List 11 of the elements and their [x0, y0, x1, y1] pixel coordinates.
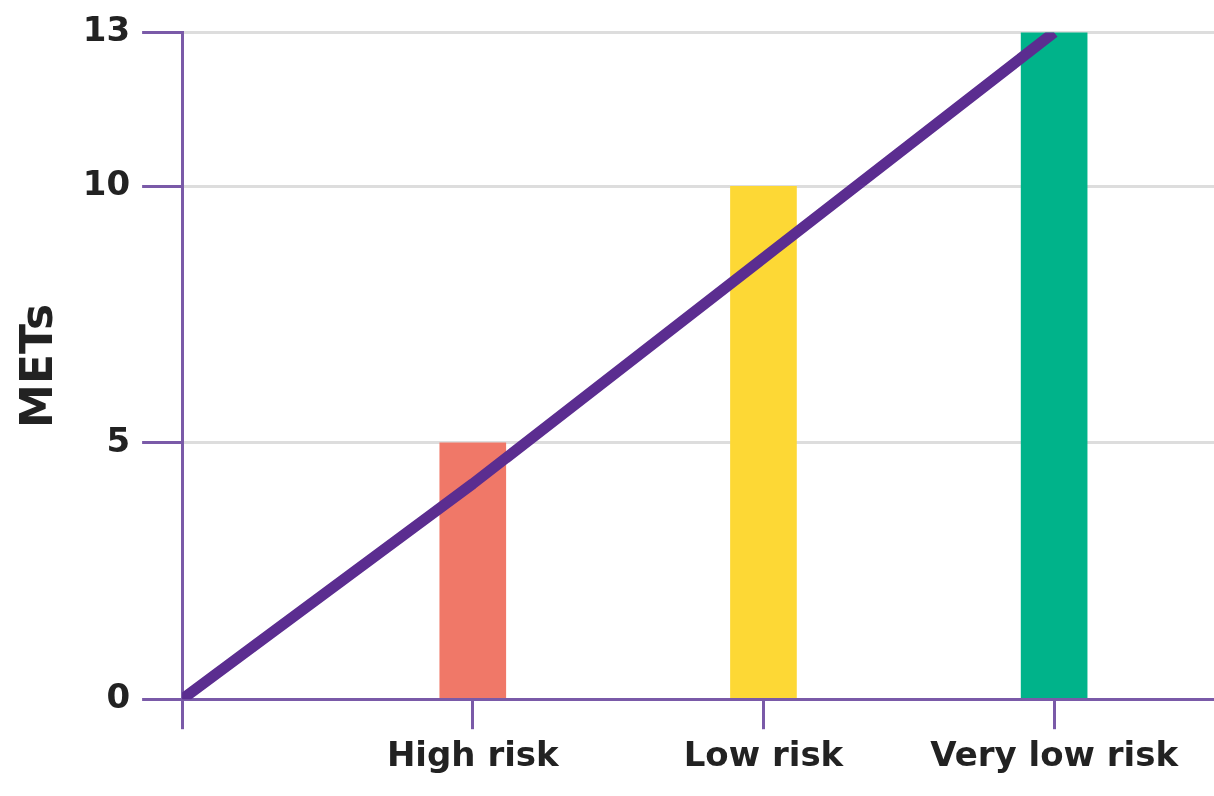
bar	[439, 442, 507, 699]
bar	[730, 185, 797, 699]
y-tick-label: 5	[106, 419, 131, 460]
y-axis-title: METs	[10, 303, 62, 428]
x-tick-label: Very low risk	[930, 734, 1180, 775]
bar	[1020, 32, 1088, 699]
y-tick-label: 13	[82, 9, 131, 50]
y-tick-label: 10	[82, 163, 131, 204]
y-tick-label: 0	[106, 676, 131, 717]
x-tick-label: Low risk	[683, 734, 845, 775]
x-tick-label: High risk	[386, 734, 561, 775]
